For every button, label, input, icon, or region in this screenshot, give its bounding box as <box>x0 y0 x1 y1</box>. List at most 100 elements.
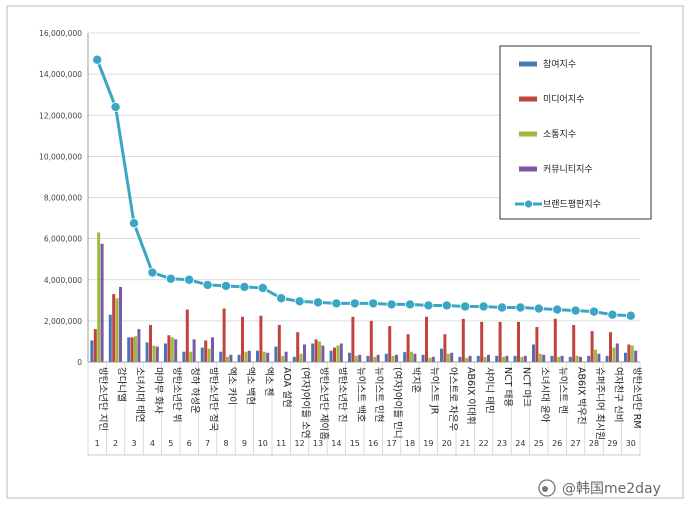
x-category-label: 여자친구 신비 <box>612 367 624 422</box>
bar <box>587 355 591 362</box>
weibo-logo-eye <box>542 486 548 492</box>
bar <box>262 351 266 362</box>
x-index-label: 23 <box>497 439 507 448</box>
bar <box>446 353 450 362</box>
legend-swatch <box>519 96 537 102</box>
line-point <box>404 299 415 310</box>
y-axis: 0 2,000,000 4,000,000 6,000,000 8,000,000 10,… <box>39 29 89 367</box>
bar <box>358 354 362 362</box>
bar <box>612 347 616 362</box>
bar <box>568 356 572 362</box>
bar <box>376 354 380 362</box>
bar <box>97 232 101 362</box>
line-point <box>92 54 103 65</box>
bar <box>90 340 94 362</box>
x-category-label: NCT 마크 <box>520 367 531 407</box>
x-index-label: 1 <box>95 439 100 448</box>
legend-swatch <box>519 131 537 137</box>
bar <box>108 314 112 362</box>
bar <box>318 341 321 362</box>
line-point <box>607 309 618 320</box>
bar <box>311 343 315 362</box>
bar <box>502 356 505 362</box>
legend-label: 미디어지수 <box>543 94 584 105</box>
bar <box>93 329 97 362</box>
bar <box>605 355 609 362</box>
bar <box>495 355 499 362</box>
x-index-label: 3 <box>131 439 136 448</box>
bar <box>366 355 370 362</box>
bar <box>185 309 189 362</box>
bar <box>480 321 484 362</box>
watermark-text: @韩国me2day <box>562 481 661 497</box>
chart-frame <box>6 5 684 499</box>
x-index-label: 17 <box>387 439 397 448</box>
bar <box>229 354 233 362</box>
bar <box>532 344 535 362</box>
x-index-label: 16 <box>368 439 378 448</box>
bar <box>149 324 152 362</box>
line-point <box>496 302 507 313</box>
x-index-label: 24 <box>515 439 525 448</box>
bar <box>425 316 428 362</box>
bar <box>388 326 392 362</box>
bar <box>292 356 296 362</box>
bar <box>630 345 634 362</box>
bar <box>281 355 285 362</box>
bar <box>244 351 248 362</box>
x-category-label: 소녀시대 태연 <box>134 367 145 422</box>
bar <box>170 337 174 362</box>
x-category-label: 엑소 첸 <box>263 367 275 396</box>
x-index-label: 6 <box>187 439 192 448</box>
bar <box>615 343 619 362</box>
bar <box>256 350 259 362</box>
bar <box>523 355 527 362</box>
bar <box>468 355 472 362</box>
bar <box>597 353 601 362</box>
bar <box>369 320 373 362</box>
line-point <box>202 279 213 290</box>
bar <box>505 355 509 362</box>
bar <box>200 347 204 362</box>
line-point <box>110 102 121 113</box>
x-axis: 방탄소년단 지민 강다니엘 소녀시대 태연 마마무 화사 방탄소년단 뷔 청하 하성운 방탄… <box>87 361 642 456</box>
x-index-label: 30 <box>626 439 636 448</box>
bar <box>560 355 564 362</box>
x-category-label: (여자)아이들 소연 <box>300 367 312 439</box>
x-index-label: 18 <box>405 439 415 448</box>
x-category-label: 박지훈 <box>410 367 422 393</box>
bar <box>498 321 502 362</box>
x-category-label: 뉴이스트 민현 <box>373 367 384 422</box>
line-point <box>570 305 581 316</box>
bar <box>410 351 413 362</box>
x-index-label: 12 <box>295 439 305 448</box>
line-point <box>147 267 158 278</box>
bar <box>520 356 524 362</box>
x-category-label: 뉴이스트 렌 <box>557 367 568 414</box>
bar <box>333 347 336 362</box>
bar <box>100 243 104 362</box>
bar <box>553 318 557 362</box>
bar <box>329 350 333 362</box>
bar <box>314 339 318 362</box>
bar <box>517 321 520 362</box>
bar <box>550 355 554 362</box>
bar <box>391 355 395 362</box>
bar <box>277 324 281 362</box>
bar <box>624 352 627 362</box>
bar <box>594 349 597 362</box>
bar <box>476 355 480 362</box>
bar <box>384 353 388 362</box>
x-index-label: 22 <box>479 439 489 448</box>
bar <box>145 342 149 362</box>
legend-swatch <box>519 61 537 67</box>
line-point <box>368 298 379 309</box>
x-category-label: AB6IX 박우진 <box>576 367 587 425</box>
x-index-label: 25 <box>534 439 544 448</box>
bar <box>299 353 303 362</box>
bar <box>572 324 576 362</box>
y-tick-label: 4,000,000 <box>44 276 82 285</box>
bar <box>339 343 343 362</box>
